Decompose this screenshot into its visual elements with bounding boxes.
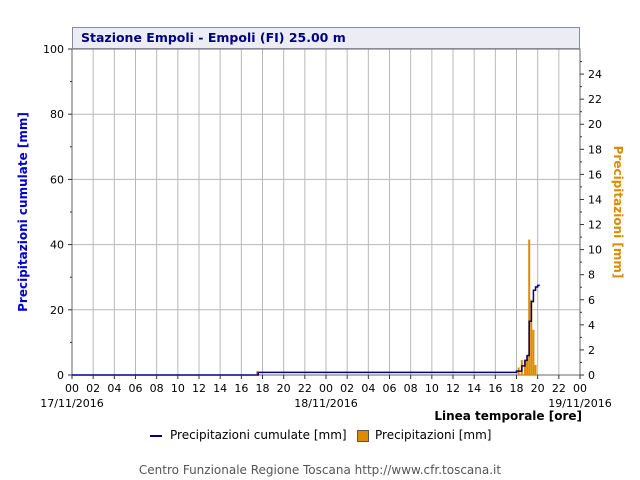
x-tick-label: 12 <box>192 382 206 395</box>
x-tick-label: 08 <box>150 382 164 395</box>
x-tick-label: 02 <box>86 382 100 395</box>
legend-bar-swatch <box>357 429 369 442</box>
right-tick-label: 8 <box>588 269 595 282</box>
x-tick-label: 10 <box>171 382 185 395</box>
left-tick-label: 100 <box>43 43 64 56</box>
x-tick-label: 20 <box>277 382 291 395</box>
x-tick-label: 18 <box>256 382 270 395</box>
cumulative-series-line <box>72 284 540 376</box>
x-tick-label: 02 <box>340 382 354 395</box>
right-tick-label: 16 <box>588 168 602 181</box>
ylabel-left: Precipitazioni cumulate [mm] <box>16 112 30 312</box>
precip-bar <box>530 299 533 375</box>
x-tick-label: 14 <box>467 382 481 395</box>
chart-title: Stazione Empoli - Empoli (FI) 25.00 m <box>72 27 580 49</box>
left-tick-label: 20 <box>50 304 64 317</box>
right-tick-label: 6 <box>588 294 595 307</box>
date-label: 17/11/2016 <box>40 397 103 410</box>
right-tick-label: 22 <box>588 93 602 106</box>
x-tick-label: 04 <box>107 382 121 395</box>
right-tick-label: 10 <box>588 244 602 257</box>
date-label: 18/11/2016 <box>294 397 357 410</box>
precip-bar <box>528 239 531 375</box>
legend-cumulative-label: Precipitazioni cumulate [mm] <box>170 428 347 442</box>
right-tick-label: 0 <box>588 369 595 382</box>
legend-line-swatch <box>150 434 162 437</box>
legend-cumulative: Precipitazioni cumulate [mm] <box>150 428 347 442</box>
right-tick-label: 2 <box>588 344 595 357</box>
cumulative-line <box>72 284 540 376</box>
precip-bar <box>526 356 529 375</box>
x-tick-label: 00 <box>319 382 333 395</box>
x-tick-label: 10 <box>425 382 439 395</box>
x-tick-label: 12 <box>446 382 460 395</box>
x-tick-label: 00 <box>65 382 79 395</box>
ylabel-right: Precipitazioni [mm] <box>611 146 625 279</box>
x-tick-label: 06 <box>129 382 143 395</box>
x-tick-label: 14 <box>213 382 227 395</box>
right-tick-label: 14 <box>588 193 602 206</box>
x-tick-label: 16 <box>488 382 502 395</box>
x-tick-label: 22 <box>298 382 312 395</box>
legend-precip: Precipitazioni [mm] <box>357 428 492 442</box>
x-tick-label: 00 <box>573 382 587 395</box>
x-tick-label: 06 <box>383 382 397 395</box>
date-label: 19/11/2016 <box>548 397 611 410</box>
right-tick-label: 20 <box>588 118 602 131</box>
left-tick-label: 40 <box>50 239 64 252</box>
left-tick-label: 60 <box>50 173 64 186</box>
x-axis: 00 02 04 06 08 10 12 14 16 18 20 22 00 02 04 06 08 10 12 14… <box>40 375 612 410</box>
grid <box>71 48 581 376</box>
precip-bar <box>256 371 259 375</box>
precip-bar <box>532 329 535 375</box>
right-tick-label: 24 <box>588 68 602 81</box>
precip-bars <box>256 239 537 375</box>
x-tick-label: 08 <box>404 382 418 395</box>
xlabel: Linea temporale [ore] <box>434 409 582 423</box>
left-tick-label: 80 <box>50 108 64 121</box>
right-tick-label: 18 <box>588 143 602 156</box>
left-axis: 0 20 40 60 80 100 <box>43 43 72 382</box>
x-tick-label: 04 <box>361 382 375 395</box>
legend-precip-label: Precipitazioni [mm] <box>375 428 492 442</box>
right-tick-label: 12 <box>588 219 602 232</box>
x-tick-label: 16 <box>234 382 248 395</box>
precip-bar <box>523 359 526 375</box>
precip-bar <box>534 364 537 375</box>
right-tick-label: 4 <box>588 319 595 332</box>
footer: Centro Funzionale Regione Toscana http:/… <box>138 463 502 477</box>
x-tick-label: 18 <box>510 382 524 395</box>
x-tick-label: 20 <box>531 382 545 395</box>
left-tick-label: 0 <box>57 369 64 382</box>
x-tick-label: 22 <box>552 382 566 395</box>
